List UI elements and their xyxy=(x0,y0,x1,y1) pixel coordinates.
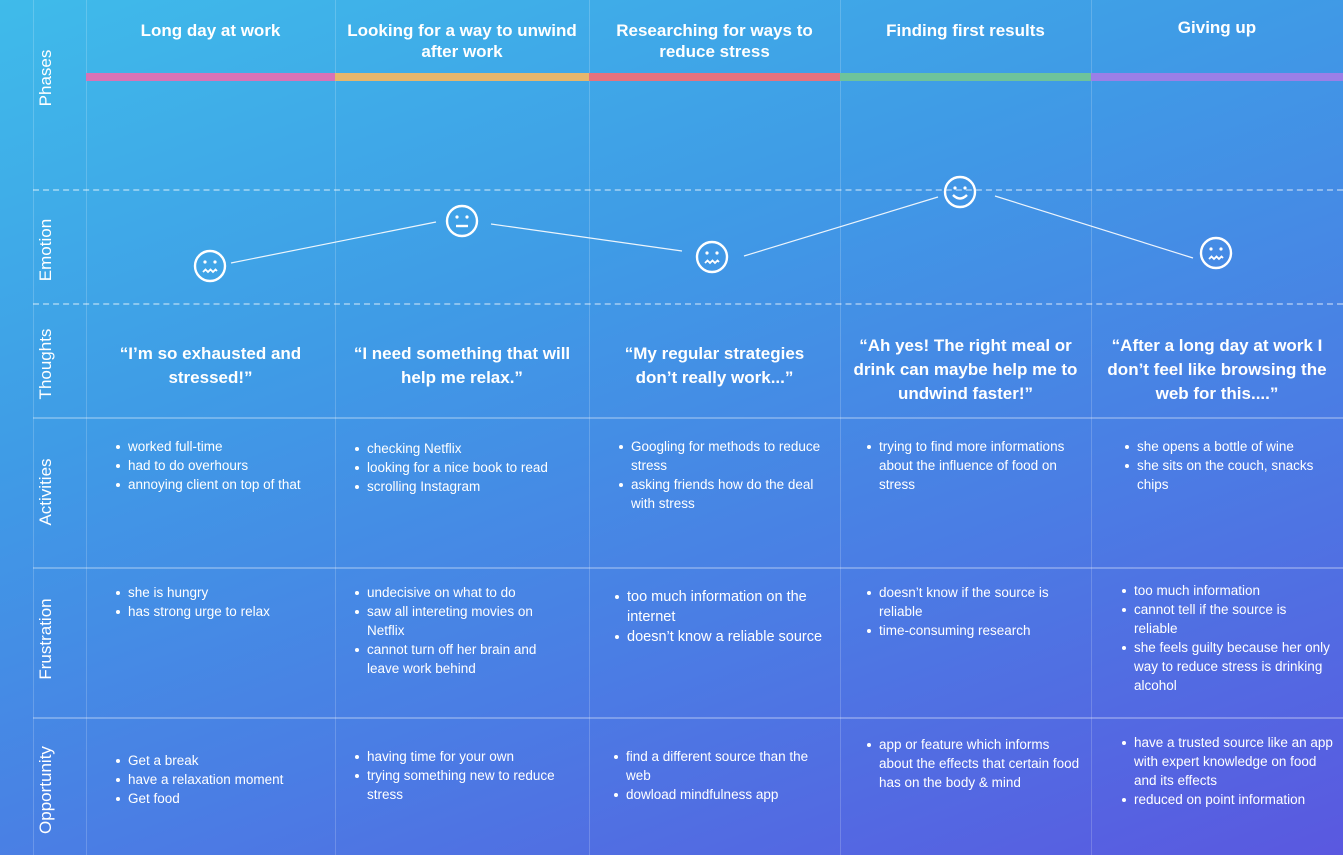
column-divider xyxy=(840,0,841,855)
list-item: cannot turn off her brain and leave work… xyxy=(355,640,565,678)
thought-quote: “I need something that will help me rela… xyxy=(353,344,571,387)
emotion-connector-lines xyxy=(230,195,1194,264)
list-item: reduced on point information xyxy=(1122,790,1337,809)
list-item: app or feature which informs about the e… xyxy=(867,735,1082,792)
list-item: have a trusted source like an app with e… xyxy=(1122,733,1337,790)
list-item: time-consuming research xyxy=(867,621,1082,640)
row-divider xyxy=(33,717,1343,719)
list-item: too much information xyxy=(1122,581,1332,600)
stressed-face-icon xyxy=(193,249,227,283)
list-item: doesn’t know if the source is reliable xyxy=(867,583,1082,621)
list-item: Googling for methods to reduce stress xyxy=(619,437,829,475)
phase-color-bar xyxy=(840,73,1091,81)
column-divider xyxy=(86,0,87,855)
stressed-face-icon xyxy=(1199,236,1233,270)
phase-color-bar xyxy=(86,73,335,81)
frustration-list: doesn’t know if the source is reliable t… xyxy=(837,583,1082,640)
thought-quote: “I’m so exhausted and stressed!” xyxy=(119,344,302,387)
phase-color-bar xyxy=(335,73,589,81)
phase-title: Researching for ways to reduce stress xyxy=(616,21,813,61)
frustration-list: she is hungry has strong urge to relax xyxy=(86,583,326,621)
opportunity-list: find a different source than the web dow… xyxy=(584,747,829,804)
phase-title: Looking for a way to unwind after work xyxy=(347,21,577,61)
list-item: Get food xyxy=(116,789,326,808)
stressed-face-icon xyxy=(695,240,729,274)
list-item: find a different source than the web xyxy=(614,747,829,785)
list-item: has strong urge to relax xyxy=(116,602,326,621)
list-item: she sits on the couch, snacks chips xyxy=(1125,456,1335,494)
opportunity-list: Get a break have a relaxation moment Get… xyxy=(86,751,326,808)
activities-list: trying to find more informations about t… xyxy=(837,437,1082,494)
frustration-list: undecisive on what to do saw all interet… xyxy=(325,583,565,678)
thought-quote: “After a long day at work I don’t feel l… xyxy=(1107,336,1327,403)
list-item: trying to find more informations about t… xyxy=(867,437,1082,494)
opportunity-list: having time for your own trying somethin… xyxy=(325,747,565,804)
column-divider xyxy=(335,0,336,855)
list-item: have a relaxation moment xyxy=(116,770,326,789)
column-divider xyxy=(1091,0,1092,855)
list-item: asking friends how do the deal with stre… xyxy=(619,475,829,513)
list-item: scrolling Instagram xyxy=(355,477,585,496)
list-item: worked full-time xyxy=(116,437,326,456)
opportunity-list: have a trusted source like an app with e… xyxy=(1092,733,1337,809)
row-divider xyxy=(33,189,1343,191)
list-item: she is hungry xyxy=(116,583,326,602)
list-item: checking Netflix xyxy=(355,439,585,458)
list-item: had to do overhours xyxy=(116,456,326,475)
phase-color-bar xyxy=(1091,73,1343,81)
row-divider xyxy=(33,567,1343,569)
opportunity-list: app or feature which informs about the e… xyxy=(837,735,1082,792)
thought-quote: “My regular strategies don’t really work… xyxy=(624,344,805,387)
list-item: undecisive on what to do xyxy=(355,583,565,602)
happy-face-icon xyxy=(943,175,977,209)
thought-quote: “Ah yes! The right meal or drink can may… xyxy=(853,336,1078,403)
list-item: she opens a bottle of wine xyxy=(1125,437,1335,456)
list-item: dowload mindfulness app xyxy=(614,785,829,804)
phase-color-bar xyxy=(589,73,840,81)
neutral-face-icon xyxy=(445,204,479,238)
row-divider xyxy=(33,303,1343,305)
activities-list: checking Netflix looking for a nice book… xyxy=(325,439,585,496)
list-item: doesn’t know a reliable source xyxy=(615,627,825,647)
list-item: Get a break xyxy=(116,751,326,770)
activities-list: she opens a bottle of wine she sits on t… xyxy=(1095,437,1335,494)
phase-title: Giving up xyxy=(1177,18,1257,37)
activities-list: worked full-time had to do overhours ann… xyxy=(86,437,326,494)
list-item: annoying client on top of that xyxy=(116,475,326,494)
frustration-list: too much information cannot tell if the … xyxy=(1092,581,1332,695)
list-item: cannot tell if the source is reliable xyxy=(1122,600,1332,638)
phase-title: Long day at work xyxy=(140,21,281,40)
activities-list: Googling for methods to reduce stress as… xyxy=(589,437,829,513)
list-item: she feels guilty because her only way to… xyxy=(1122,638,1332,695)
list-item: having time for your own xyxy=(355,747,565,766)
list-item: trying something new to reduce stress xyxy=(355,766,565,804)
frustration-list: too much information on the internet doe… xyxy=(585,587,825,647)
column-divider xyxy=(589,0,590,855)
list-item: saw all intereting movies on Netflix xyxy=(355,602,565,640)
row-label-divider xyxy=(33,0,34,855)
row-divider xyxy=(33,417,1343,419)
list-item: looking for a nice book to read xyxy=(355,458,585,477)
list-item: too much information on the internet xyxy=(615,587,825,627)
phase-title: Finding first results xyxy=(886,21,1045,40)
